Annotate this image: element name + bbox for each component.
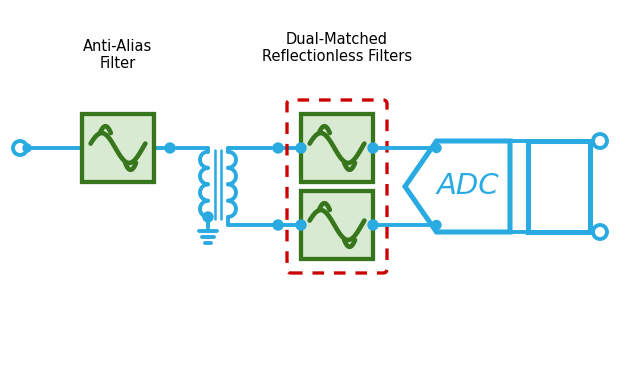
Circle shape (296, 220, 306, 230)
Circle shape (432, 144, 441, 153)
Circle shape (165, 143, 175, 153)
Bar (82, 114, 154, 182)
Circle shape (296, 143, 306, 153)
Circle shape (273, 143, 283, 153)
Circle shape (273, 220, 283, 230)
Text: Anti-Alias
Filter: Anti-Alias Filter (83, 39, 152, 71)
Bar (528, 141, 590, 232)
Circle shape (23, 144, 31, 152)
Circle shape (203, 212, 213, 222)
Circle shape (432, 220, 441, 229)
Circle shape (368, 143, 378, 153)
Text: Dual-Matched
Reflectionless Filters: Dual-Matched Reflectionless Filters (262, 32, 412, 64)
Text: ADC: ADC (437, 172, 499, 201)
Bar (301, 191, 373, 259)
Bar (301, 114, 373, 182)
Circle shape (368, 220, 378, 230)
